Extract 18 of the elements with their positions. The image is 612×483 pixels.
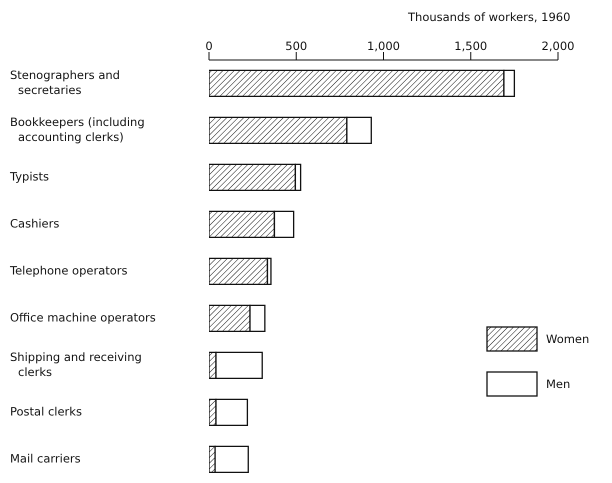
y-tick-label: Bookkeepers (including accounting clerks)	[10, 115, 145, 144]
y-tick-label: Office machine operators	[10, 310, 156, 325]
x-tick-label: 500	[285, 39, 308, 53]
y-tick-label: Cashiers	[10, 216, 60, 231]
x-tick-label: 1,000	[367, 39, 400, 53]
x-tick-label: 1,500	[454, 39, 488, 53]
y-tick-label: Mail carriers	[10, 452, 81, 466]
x-tick-label: 2,000	[542, 39, 574, 53]
y-tick-label: Typists	[9, 170, 50, 184]
y-tick-label: Postal clerks	[10, 404, 82, 419]
x-tick-label: 0	[205, 39, 213, 53]
bar	[209, 258, 268, 285]
legend-label: Women	[546, 332, 590, 346]
y-tick-label: Stenographers and secretaries	[10, 68, 120, 98]
x-axis-title: Thousands of workers, 1960	[408, 10, 570, 24]
legend-label: Men	[546, 377, 570, 391]
y-tick-label: Shipping and receiving clerks	[10, 350, 142, 380]
y-tick-label: Telephone operators	[9, 264, 128, 278]
